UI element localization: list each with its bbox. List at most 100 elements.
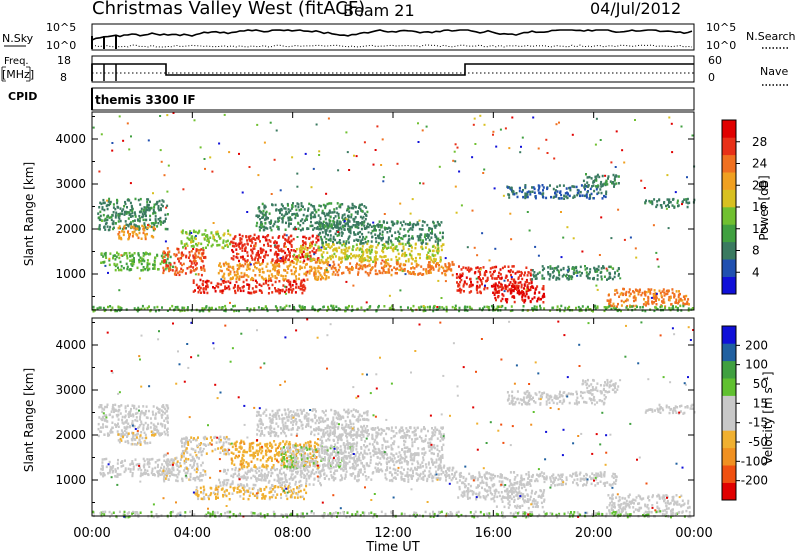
velocity-cell bbox=[202, 443, 205, 446]
power-cell bbox=[524, 184, 527, 187]
power-cell bbox=[117, 220, 120, 223]
power-cell bbox=[286, 202, 289, 206]
power-noise-cell bbox=[328, 264, 331, 267]
velocity-cell bbox=[187, 458, 190, 461]
power-noise-cell bbox=[504, 127, 507, 130]
power-cell bbox=[609, 272, 612, 276]
power-cell bbox=[361, 245, 364, 248]
power-colorbar-band bbox=[722, 154, 736, 173]
power-cell bbox=[606, 183, 609, 186]
power-cell bbox=[600, 278, 603, 281]
velocity-cell bbox=[225, 494, 228, 498]
velocity-cell bbox=[238, 489, 241, 492]
power-cell bbox=[293, 249, 295, 252]
power-cell bbox=[135, 227, 138, 230]
power-cell bbox=[164, 268, 167, 271]
power-cell bbox=[323, 212, 326, 216]
velocity-cell bbox=[134, 412, 137, 415]
power-region-10 bbox=[317, 220, 444, 245]
power-cell bbox=[284, 256, 287, 260]
power-cell bbox=[602, 265, 605, 268]
power-cell bbox=[572, 271, 575, 274]
power-cell bbox=[675, 298, 678, 301]
power-cell bbox=[550, 195, 552, 199]
power-cell bbox=[573, 194, 576, 198]
power-cell bbox=[364, 270, 367, 274]
power-cell bbox=[508, 283, 511, 286]
power-cell bbox=[641, 305, 644, 309]
power-cell bbox=[202, 266, 205, 270]
power-cell bbox=[298, 209, 301, 212]
power-cell bbox=[331, 273, 334, 276]
power-cell bbox=[382, 250, 385, 254]
power-cell bbox=[632, 290, 634, 293]
velocity-cell bbox=[145, 405, 148, 408]
power-cell bbox=[496, 290, 499, 294]
power-cell bbox=[262, 282, 265, 286]
power-cell bbox=[282, 235, 284, 238]
power-cell bbox=[179, 309, 182, 313]
power-cell bbox=[322, 261, 325, 265]
power-cell bbox=[483, 285, 486, 289]
power-cell bbox=[266, 269, 269, 273]
power-cell bbox=[327, 305, 329, 309]
power-cell bbox=[108, 259, 111, 262]
power-cell bbox=[350, 213, 353, 216]
power-cell bbox=[468, 269, 470, 273]
power-cell bbox=[371, 235, 374, 239]
power-noise-cell bbox=[111, 149, 114, 152]
power-noise-cell bbox=[325, 237, 328, 240]
power-cell bbox=[117, 268, 120, 272]
power-cell bbox=[561, 275, 564, 278]
power-cell bbox=[132, 232, 135, 235]
power-cell bbox=[435, 249, 438, 252]
velocity-cell bbox=[196, 467, 198, 470]
power-cell bbox=[100, 252, 103, 255]
velocity-cell bbox=[246, 489, 249, 493]
power-cell bbox=[341, 243, 344, 247]
velocity-cell bbox=[120, 465, 123, 468]
power-cell bbox=[258, 206, 261, 209]
power-cell bbox=[284, 260, 287, 264]
velocity-cell bbox=[181, 437, 183, 441]
power-cell bbox=[370, 225, 373, 228]
velocity-cell bbox=[122, 422, 125, 425]
power-cell bbox=[349, 262, 352, 265]
power-cell bbox=[470, 268, 473, 271]
power-cell bbox=[337, 212, 340, 216]
velocity-cell bbox=[146, 458, 149, 461]
power-cell bbox=[648, 199, 651, 203]
power-cell bbox=[177, 247, 180, 251]
power-cell bbox=[123, 224, 126, 228]
power-cell bbox=[300, 266, 303, 269]
velocity-cell bbox=[155, 425, 158, 428]
velocity-cell bbox=[250, 476, 253, 480]
power-cell bbox=[230, 308, 233, 311]
power-cell bbox=[498, 285, 501, 289]
velocity-cell bbox=[138, 462, 141, 466]
power-cell bbox=[407, 248, 410, 251]
power-cell bbox=[231, 249, 234, 252]
power-cell bbox=[315, 210, 318, 214]
power-cell bbox=[317, 245, 320, 248]
power-cell bbox=[220, 283, 223, 286]
power-cell bbox=[284, 228, 287, 231]
power-cell bbox=[616, 269, 619, 273]
power-cell bbox=[360, 239, 363, 242]
power-cell bbox=[620, 309, 622, 313]
power-cell bbox=[126, 267, 129, 271]
power-cell bbox=[476, 284, 479, 288]
power-noise-cell bbox=[562, 236, 565, 239]
power-cell bbox=[617, 302, 619, 306]
power-cell bbox=[118, 213, 121, 216]
power-cell bbox=[232, 258, 235, 261]
power-cell bbox=[426, 253, 428, 257]
velocity-cell bbox=[180, 455, 183, 459]
power-cell bbox=[653, 295, 656, 299]
velocity-cell bbox=[114, 468, 117, 471]
velocity-cell bbox=[110, 410, 113, 413]
power-cell bbox=[153, 206, 156, 209]
power-cell bbox=[278, 271, 280, 274]
power-cell bbox=[592, 179, 595, 183]
power-cell bbox=[517, 276, 520, 279]
